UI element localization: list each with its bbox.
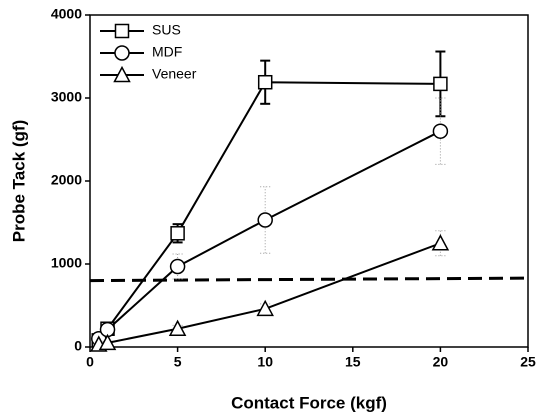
x-tick-label: 25 (520, 354, 536, 370)
data-point (98, 333, 117, 351)
x-axis-label: Contact Force (kgf) (231, 393, 387, 412)
y-tick-label: 2000 (51, 172, 82, 188)
legend-label: MDF (152, 44, 182, 60)
data-point (257, 212, 273, 228)
reference-line (89, 276, 529, 283)
data-point (256, 299, 274, 317)
y-axis-label: Probe Tack (gf) (9, 120, 28, 242)
x-tick-label: 15 (345, 354, 361, 370)
data-point (431, 234, 450, 251)
x-tick-label: 20 (433, 354, 449, 370)
legend-marker (114, 23, 130, 39)
legend-marker (113, 65, 131, 83)
legend-label: Veneer (152, 66, 197, 82)
data-point (170, 226, 185, 241)
x-tick-label: 5 (174, 354, 182, 370)
x-tick-label: 10 (257, 354, 273, 370)
x-tick-label: 0 (86, 354, 94, 370)
y-tick-label: 1000 (51, 255, 82, 271)
data-point (432, 123, 449, 139)
y-tick-label: 3000 (51, 89, 82, 105)
data-point (433, 76, 448, 92)
legend-marker (114, 45, 130, 61)
legend-label: SUS (152, 22, 181, 38)
series-line (97, 81, 441, 341)
data-point (168, 319, 187, 336)
data-point (257, 74, 273, 90)
y-tick-label: 4000 (51, 6, 82, 22)
y-tick-label: 0 (74, 338, 82, 354)
series-line (98, 242, 441, 346)
data-point (169, 258, 186, 275)
